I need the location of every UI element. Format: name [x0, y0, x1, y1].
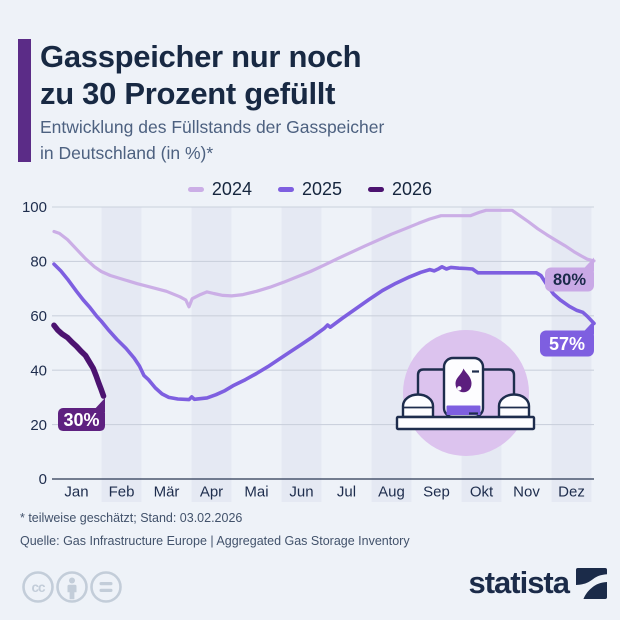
- x-axis-label-Jan: Jan: [64, 484, 88, 501]
- y-tick-label: 100: [22, 199, 47, 216]
- legend-label-2026: 2026: [392, 179, 433, 199]
- y-tick-label: 40: [30, 362, 47, 379]
- flame-highlight: [457, 386, 462, 391]
- badge-label: 30%: [63, 410, 99, 430]
- x-axis-label-Aug: Aug: [378, 484, 405, 501]
- cc-icon[interactable]: cc: [22, 571, 54, 603]
- chart-legend: 2024 2025 2026: [0, 179, 620, 200]
- value-badges: 80% 57% 30%: [58, 257, 594, 432]
- title-accent-bar: [18, 39, 31, 162]
- legend-item-2025: 2025: [277, 179, 343, 200]
- title-line-1: Gasspeicher nur noch: [40, 39, 362, 74]
- title-line-2: zu 30 Prozent gefüllt: [40, 76, 336, 111]
- statista-logo[interactable]: statista: [468, 565, 607, 601]
- x-axis-label-Jun: Jun: [289, 484, 313, 501]
- badge-label: 80%: [553, 271, 586, 289]
- platform: [395, 415, 536, 431]
- series-lines: [51, 208, 596, 402]
- x-axis-label-Mär: Mär: [154, 484, 180, 501]
- x-axis-label-Okt: Okt: [470, 484, 494, 501]
- legend-label-2024: 2024: [211, 179, 252, 199]
- x-axis-label-Jul: Jul: [337, 484, 356, 501]
- subtitle-line-2: in Deutschland (in %)*: [40, 142, 214, 163]
- month-band-Feb: [101, 207, 142, 502]
- value-badge-2025: 57%: [540, 320, 594, 357]
- attribution-icon[interactable]: [56, 571, 88, 603]
- legend-item-2026: 2026: [368, 179, 432, 200]
- statista-logo-mark-icon: [576, 567, 607, 599]
- x-axis-label-Feb: Feb: [109, 484, 135, 501]
- badge-box: [58, 408, 105, 432]
- dome-tank-right-icon: [497, 393, 531, 419]
- svg-text:cc: cc: [31, 580, 46, 595]
- pipe-left-icon: [416, 368, 444, 399]
- y-tick-label: 60: [30, 308, 47, 325]
- y-tick-label: 80: [30, 254, 47, 271]
- pipe-right-icon: [483, 368, 516, 399]
- source-line: Quelle: Gas Infrastructure Europe | Aggr…: [20, 534, 410, 548]
- badge-label: 57%: [549, 334, 585, 354]
- x-axis-label-Dez: Dez: [558, 484, 585, 501]
- legend-dash-2025-icon: [277, 186, 294, 193]
- x-axis-label-Nov: Nov: [513, 484, 540, 501]
- series-line-2025: [52, 262, 596, 402]
- equals-icon[interactable]: [90, 571, 122, 603]
- legend-dash-2024-icon: [187, 186, 204, 193]
- x-axis-label-Apr: Apr: [200, 484, 223, 501]
- x-axis-label-Mai: Mai: [244, 484, 268, 501]
- legend-item-2024: 2024: [187, 179, 252, 200]
- statista-wordmark: statista: [468, 565, 570, 600]
- page-title: Gasspeicher nur noch zu 30 Prozent gefül…: [40, 38, 362, 112]
- cc-license-badges[interactable]: cc: [22, 566, 142, 610]
- gas-storage-illustration: [395, 330, 536, 456]
- subtitle-line-1: Entwicklung des Füllstands der Gasspeich…: [40, 117, 385, 137]
- footnote: * teilweise geschätzt; Stand: 03.02.2026: [20, 511, 243, 525]
- badge-box: [545, 267, 594, 292]
- series-line-2026: [51, 322, 107, 399]
- legend-dash-2026-icon: [368, 186, 385, 193]
- series-line-2024: [52, 208, 596, 309]
- month-band-Aug: [371, 207, 412, 502]
- value-badge-2026: 30%: [58, 398, 105, 432]
- month-bands: [101, 207, 592, 502]
- x-axis-label-Sep: Sep: [423, 484, 450, 501]
- legend-label-2025: 2025: [301, 179, 343, 199]
- month-band-Apr: [191, 207, 232, 502]
- y-tick-label: 20: [30, 417, 47, 434]
- y-tick-label: 0: [39, 471, 47, 488]
- badge-box: [540, 330, 594, 357]
- dome-tank-left-icon: [401, 393, 435, 419]
- chart-subtitle: Entwicklung des Füllstands der Gasspeich…: [40, 115, 384, 166]
- value-badge-2024: 80%: [545, 257, 594, 292]
